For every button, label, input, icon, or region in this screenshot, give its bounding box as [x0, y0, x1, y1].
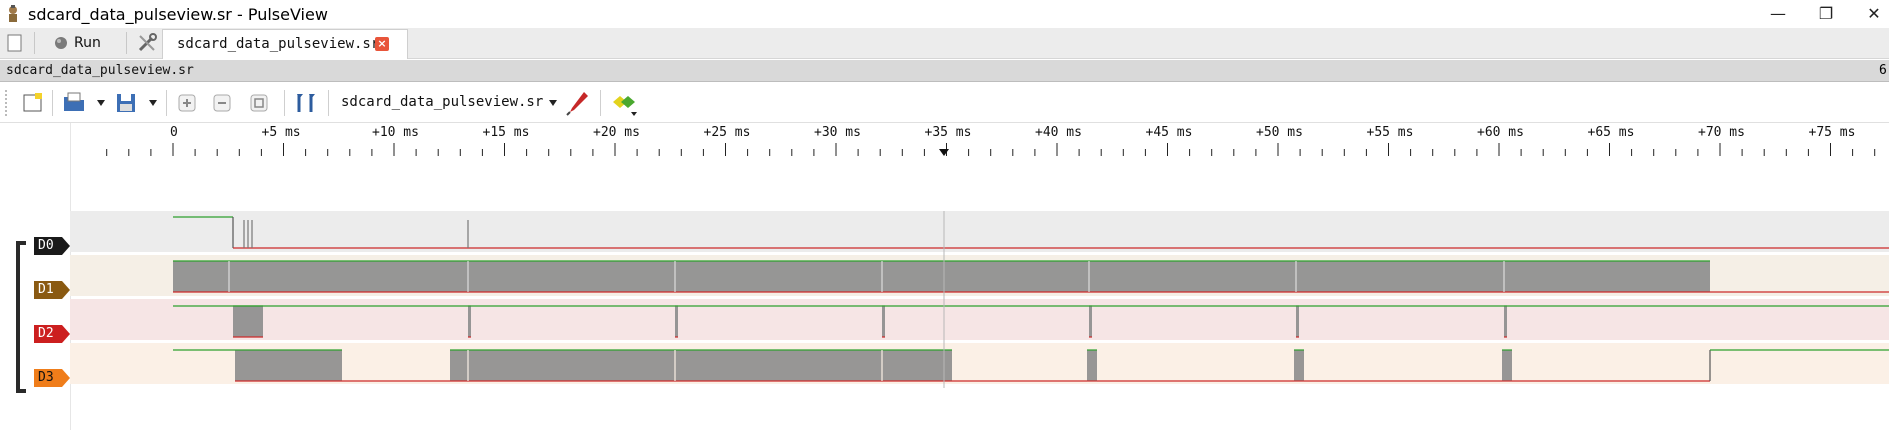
ruler-label: +25 ms — [703, 125, 751, 140]
d1-activity — [173, 261, 1710, 292]
d3-pulse — [1502, 350, 1512, 381]
trace-row-d0 — [70, 211, 1889, 252]
separator — [126, 32, 127, 54]
zoom-fit-icon[interactable] — [250, 94, 268, 112]
close-window-button[interactable]: ✕ — [1867, 4, 1881, 23]
main-toolbar: sdcard_data_pulseview.sr — [0, 82, 1889, 123]
channel-label-d1[interactable]: D1 — [34, 281, 70, 299]
run-label: Run — [74, 35, 101, 51]
ruler-label: +5 ms — [261, 125, 301, 140]
ruler-label: +75 ms — [1808, 125, 1856, 140]
session-header: sdcard_data_pulseview.sr 6 — [0, 60, 1889, 82]
trace-view[interactable] — [70, 167, 1889, 430]
d3-burst — [450, 350, 952, 381]
save-file-icon[interactable] — [114, 91, 140, 115]
session-overflow-indicator: 6 — [1879, 63, 1887, 78]
channel-label-d3[interactable]: D3 — [34, 369, 70, 387]
channel-label-d0[interactable]: D0 — [34, 237, 70, 255]
restore-button[interactable]: ❐ — [1818, 4, 1834, 23]
separator — [52, 90, 53, 116]
cursor-markers-icon[interactable] — [294, 91, 318, 115]
chevron-down-icon[interactable] — [96, 99, 106, 107]
separator — [166, 90, 167, 116]
title-bar: sdcard_data_pulseview.sr - PulseView — ❐… — [0, 0, 1889, 28]
run-button[interactable]: Run — [46, 28, 116, 58]
separator — [328, 90, 329, 116]
channel-label-d2[interactable]: D2 — [34, 325, 70, 343]
separator — [284, 90, 285, 116]
zoom-in-icon[interactable] — [178, 94, 196, 112]
separator — [600, 90, 601, 116]
channel-name: D2 — [38, 326, 54, 341]
session-title: sdcard_data_pulseview.sr — [6, 63, 194, 78]
zoom-out-icon[interactable] — [213, 94, 231, 112]
channel-group-bracket — [16, 241, 26, 393]
d2-pulse — [1296, 306, 1299, 337]
probe-config-icon[interactable] — [566, 90, 590, 116]
ruler-label: +65 ms — [1587, 125, 1635, 140]
ruler-label: +60 ms — [1477, 125, 1524, 140]
trace-row-d2 — [70, 299, 1889, 340]
toolbar-grip — [5, 90, 9, 116]
d3-pulse — [1087, 350, 1097, 381]
d2-pulse — [468, 306, 471, 337]
channel-tag-shape — [34, 325, 70, 343]
d3-burst — [235, 350, 342, 381]
tab-strip: Run sdcard_data_pulseview.sr × — [0, 28, 1889, 59]
ruler-label: +50 ms — [1256, 125, 1303, 140]
device-selector[interactable]: sdcard_data_pulseview.sr — [341, 94, 544, 110]
ruler-label: +35 ms — [924, 125, 972, 140]
d2-pulse — [882, 306, 885, 337]
channel-tag-shape — [34, 237, 70, 255]
ruler-label: +45 ms — [1145, 125, 1193, 140]
channel-name: D3 — [38, 370, 54, 385]
separator — [34, 32, 35, 54]
d2-pulse — [1089, 306, 1092, 337]
tab-label: sdcard_data_pulseview.sr — [177, 36, 380, 52]
ruler-label: +20 ms — [593, 125, 640, 140]
time-ruler[interactable]: 0 +5 ms +10 ms +15 ms +20 ms +25 ms +30 ms +35 … — [70, 123, 1889, 167]
new-session-icon[interactable] — [6, 34, 24, 52]
d2-pulse — [675, 306, 678, 337]
d3-pulse — [1294, 350, 1304, 381]
cursor-marker[interactable] — [939, 149, 949, 156]
channel-name: D1 — [38, 282, 54, 297]
new-view-icon[interactable] — [22, 92, 44, 114]
channel-name: D0 — [38, 238, 54, 253]
channel-tag-shape — [34, 369, 70, 387]
waveforms — [173, 216, 1889, 382]
ruler-label: +15 ms — [482, 125, 530, 140]
add-decoder-icon[interactable] — [610, 92, 638, 118]
chevron-down-icon[interactable] — [148, 99, 158, 107]
ruler-label: +30 ms — [814, 125, 861, 140]
open-file-icon[interactable] — [62, 91, 88, 115]
channel-header-panel: D0 D1 D2 D3 — [0, 123, 71, 430]
d2-burst — [233, 306, 263, 337]
trace-row-d3 — [70, 343, 1889, 384]
run-indicator-icon — [55, 37, 67, 49]
tools-icon[interactable] — [136, 32, 158, 54]
tab-sdcard-session[interactable]: sdcard_data_pulseview.sr × — [162, 29, 408, 59]
pulseview-app-icon — [9, 5, 17, 22]
ruler-ticks — [106, 143, 1876, 156]
d2-pulse — [1504, 306, 1507, 337]
ruler-label: 0 — [170, 125, 178, 140]
minimize-button[interactable]: — — [1770, 4, 1786, 23]
close-tab-icon[interactable]: × — [375, 37, 389, 51]
ruler-label: +10 ms — [372, 125, 419, 140]
window-title: sdcard_data_pulseview.sr - PulseView — [28, 5, 328, 24]
chevron-down-icon[interactable] — [548, 99, 558, 107]
ruler-label: +55 ms — [1366, 125, 1414, 140]
ruler-label: +40 ms — [1035, 125, 1082, 140]
ruler-label: +70 ms — [1698, 125, 1745, 140]
channel-tag-shape — [34, 281, 70, 299]
